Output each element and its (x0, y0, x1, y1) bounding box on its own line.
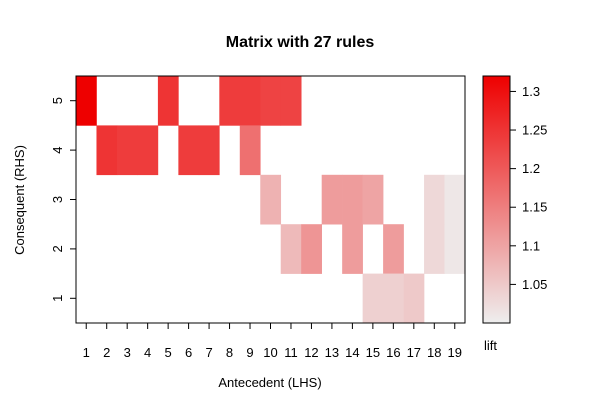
heatmap-cell (342, 174, 363, 225)
x-tick-label: 7 (205, 345, 212, 360)
x-tick-label: 3 (124, 345, 131, 360)
x-tick-label: 15 (366, 345, 380, 360)
x-tick-label: 14 (345, 345, 359, 360)
x-tick-label: 10 (263, 345, 277, 360)
x-tick-label: 16 (386, 345, 400, 360)
heatmap-cell (116, 125, 138, 176)
heatmap-cell (260, 76, 282, 126)
x-tick-label: 13 (325, 345, 339, 360)
colorbar-tick-label: 1.15 (522, 200, 547, 215)
heatmap-cell (96, 125, 118, 176)
heatmap-cell (239, 76, 261, 126)
colorbar-tick-label: 1.3 (522, 84, 540, 99)
y-axis: 1 2 3 4 5 (50, 97, 76, 302)
heatmap-cell (444, 224, 466, 274)
y-tick-label: 2 (50, 245, 65, 252)
x-tick-label: 1 (83, 345, 90, 360)
heatmap-cell (444, 174, 466, 225)
heatmap-cell (301, 224, 322, 274)
x-tick-label: 6 (185, 345, 192, 360)
x-axis: 1 2 3 4 5 6 7 8 9 10 11 12 13 14 15 16 17 18 19 (83, 323, 462, 360)
colorbar-tick-label: 1.05 (522, 277, 547, 292)
chart-title: Matrix with 27 rules (226, 34, 375, 51)
y-axis-label: Consequent (RHS) (12, 145, 27, 255)
x-tick-label: 9 (246, 345, 253, 360)
heatmap-cell (280, 224, 302, 274)
heatmap-cell (342, 224, 363, 274)
heatmap-cell (403, 273, 425, 324)
heatmap-cell (383, 224, 404, 274)
heatmap-cell (424, 224, 445, 274)
y-tick-label: 1 (50, 295, 65, 302)
heatmap-cells (76, 76, 466, 324)
heatmap-cell (219, 76, 241, 126)
x-tick-label: 4 (144, 345, 151, 360)
heatmap-cell (362, 273, 384, 324)
x-tick-label: 19 (448, 345, 462, 360)
x-tick-label: 8 (226, 345, 233, 360)
color-legend: 1.05 1.1 1.15 1.2 1.25 1.3 lift (482, 75, 547, 353)
x-tick-label: 2 (103, 345, 110, 360)
colorbar-label: lift (484, 338, 497, 353)
colorbar-tick-label: 1.25 (522, 123, 547, 138)
colorbar-ticks: 1.05 1.1 1.15 1.2 1.25 1.3 (510, 84, 547, 292)
heatmap-cell (321, 174, 343, 225)
y-tick-label: 5 (50, 97, 65, 104)
heatmap-cell (424, 174, 445, 225)
colorbar (482, 75, 511, 324)
x-tick-label: 12 (304, 345, 318, 360)
y-tick-label: 3 (50, 196, 65, 203)
x-tick-label: 5 (165, 345, 172, 360)
colorbar-tick-label: 1.1 (522, 238, 540, 253)
heatmap-cell (198, 125, 220, 176)
x-tick-label: 17 (407, 345, 421, 360)
x-tick-label: 11 (284, 345, 298, 360)
heatmap-cell (76, 76, 97, 126)
x-axis-label: Antecedent (LHS) (218, 375, 321, 390)
heatmap-cell (239, 125, 261, 176)
heatmap-cell (280, 76, 302, 126)
x-tick-label: 18 (427, 345, 441, 360)
heatmap-cell (178, 125, 200, 176)
y-tick-label: 4 (50, 146, 65, 153)
heatmap-cell (383, 273, 404, 324)
heatmap-cell (157, 76, 179, 126)
heatmap-cell (362, 174, 384, 225)
colorbar-tick-label: 1.2 (522, 161, 540, 176)
heatmap-cell (137, 125, 159, 176)
heatmap-cell (260, 174, 282, 225)
